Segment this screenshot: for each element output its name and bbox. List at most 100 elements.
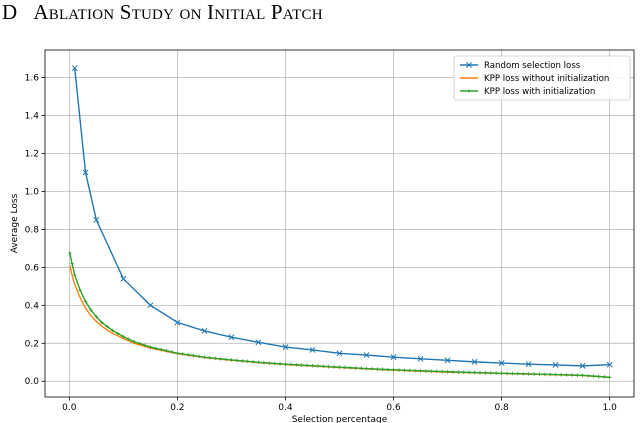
data-point xyxy=(332,365,336,369)
data-point xyxy=(94,314,99,319)
data-point xyxy=(575,373,580,378)
data-point xyxy=(240,359,245,363)
data-point xyxy=(310,363,315,368)
data-point xyxy=(424,369,428,373)
legend-label: Random selection loss xyxy=(484,61,581,71)
data-point xyxy=(71,65,78,71)
data-point xyxy=(467,89,471,93)
data-point xyxy=(386,367,390,372)
data-point xyxy=(483,371,488,375)
data-point xyxy=(321,364,326,369)
data-point xyxy=(121,334,126,339)
data-point xyxy=(494,371,499,375)
legend-label: KPP loss without initialization xyxy=(484,74,609,84)
data-point xyxy=(498,360,505,366)
data-point xyxy=(413,368,417,373)
section-heading: D Ablation Study on Initial Patch xyxy=(2,0,323,26)
data-point xyxy=(478,370,482,375)
data-point xyxy=(461,370,466,375)
y-tick-label: 1.2 xyxy=(25,149,39,159)
data-point xyxy=(228,334,235,341)
x-tick-label: 0.0 xyxy=(62,403,77,413)
data-point xyxy=(516,371,520,376)
data-point xyxy=(390,354,397,361)
data-point xyxy=(147,302,154,309)
y-tick-label: 1.6 xyxy=(25,74,40,84)
data-point xyxy=(201,327,208,334)
data-point xyxy=(305,363,309,368)
section-number: D xyxy=(2,0,18,24)
data-point xyxy=(525,361,532,368)
data-point xyxy=(267,361,272,365)
data-point xyxy=(467,370,471,375)
data-point xyxy=(175,351,180,355)
data-point xyxy=(440,369,444,374)
data-point xyxy=(186,352,190,357)
data-point xyxy=(451,370,455,374)
data-point xyxy=(580,373,585,378)
data-point xyxy=(180,352,185,356)
legend: Random selection loss KPP loss without in… xyxy=(453,55,631,101)
legend-item: KPP loss without initialization xyxy=(460,74,609,84)
data-point xyxy=(407,368,412,373)
data-point xyxy=(499,371,504,376)
data-point xyxy=(137,341,142,346)
data-point xyxy=(99,320,104,325)
data-point xyxy=(537,372,542,377)
data-point xyxy=(489,371,493,375)
data-point xyxy=(559,372,563,377)
data-point xyxy=(191,353,196,358)
data-point xyxy=(148,345,153,349)
data-point xyxy=(272,361,277,366)
data-point xyxy=(602,375,607,379)
data-point xyxy=(526,372,531,376)
data-point xyxy=(402,368,407,373)
data-point xyxy=(505,371,509,376)
data-point xyxy=(579,362,586,369)
data-point xyxy=(153,346,158,351)
data-point xyxy=(472,370,477,375)
data-point xyxy=(289,362,293,367)
data-point xyxy=(607,375,612,380)
data-point xyxy=(336,350,343,357)
data-point xyxy=(326,364,331,369)
y-axis-label: Average Loss xyxy=(10,193,20,253)
tick-layer: 0.0 0.2 0.4 0.6 0.8 1.0 0.0 0.2 0.4 0.6 0.8 1.0 1.2 1… xyxy=(25,74,617,413)
section-title: Ablation Study on Initial Patch xyxy=(33,0,323,24)
data-point xyxy=(391,368,396,372)
data-point xyxy=(597,374,601,379)
data-point xyxy=(299,363,304,367)
x-tick-label: 0.4 xyxy=(278,403,293,413)
data-point xyxy=(224,357,228,362)
data-point xyxy=(543,372,547,377)
plot-frame xyxy=(44,49,635,398)
data-point xyxy=(93,216,100,223)
data-point xyxy=(116,331,120,336)
data-point xyxy=(316,364,320,368)
data-point xyxy=(370,366,374,371)
data-point xyxy=(444,357,451,364)
data-point xyxy=(235,358,239,363)
series-2 xyxy=(68,251,612,380)
data-point xyxy=(164,348,169,353)
data-point xyxy=(229,358,234,362)
y-tick-label: 1.0 xyxy=(25,187,40,197)
data-point xyxy=(380,367,385,372)
data-point xyxy=(445,369,450,374)
legend-box xyxy=(453,55,631,101)
data-point xyxy=(429,369,434,373)
data-point xyxy=(72,273,77,277)
data-point xyxy=(213,356,218,361)
data-point xyxy=(510,371,515,376)
data-point xyxy=(586,373,590,378)
x-tick-label: 0.8 xyxy=(494,403,509,413)
data-point xyxy=(78,288,82,292)
data-point xyxy=(548,372,553,377)
legend-label: KPP loss with initialization xyxy=(484,87,595,97)
data-point xyxy=(278,361,282,366)
data-point xyxy=(570,373,574,377)
y-tick-label: 0.8 xyxy=(25,225,40,235)
data-point xyxy=(606,361,613,368)
data-point xyxy=(337,365,342,369)
